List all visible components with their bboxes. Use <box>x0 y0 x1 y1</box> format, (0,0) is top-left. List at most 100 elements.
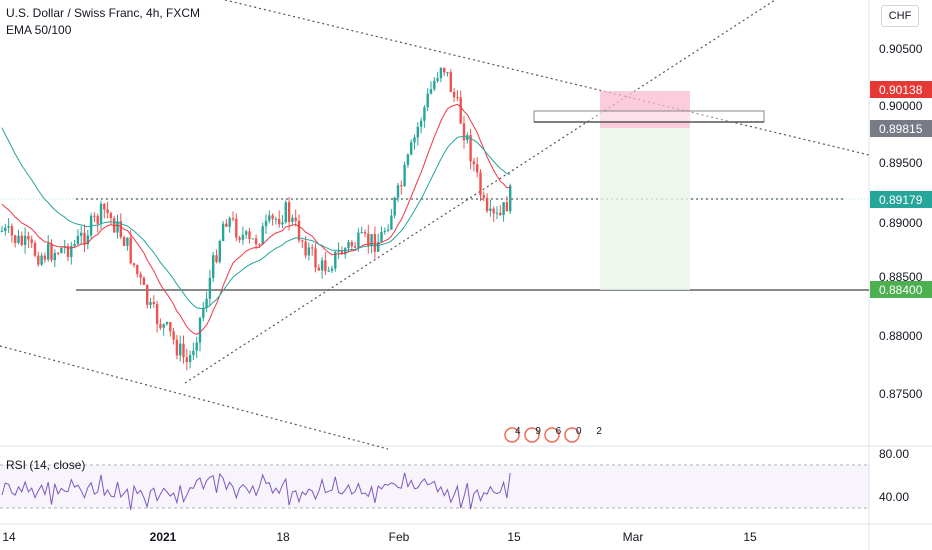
profit-zone[interactable] <box>600 128 690 290</box>
candle-body <box>311 247 314 249</box>
candle-body <box>291 217 294 222</box>
indicator-legend[interactable]: EMA 50/100 <box>6 23 72 37</box>
ema-50-line[interactable] <box>1 103 511 335</box>
candle-body <box>76 235 80 245</box>
event-icon[interactable] <box>524 427 540 443</box>
candle-body <box>241 234 245 240</box>
candle-body <box>462 123 466 141</box>
candle-body <box>126 237 129 246</box>
candle-body <box>109 212 113 219</box>
candle-body <box>466 135 469 141</box>
candle-body <box>370 234 373 246</box>
candle-body <box>27 235 30 240</box>
rsi-tick: 80.00 <box>879 447 909 461</box>
candle-body <box>400 185 403 187</box>
candle-body <box>403 164 406 187</box>
candle-body <box>314 248 317 268</box>
candle-body <box>80 232 83 236</box>
target-price-label: 0.88400 <box>879 283 923 297</box>
candle-body <box>297 220 301 241</box>
ema-100-line[interactable] <box>1 127 511 310</box>
candle-body <box>17 235 20 243</box>
candle-body <box>159 324 162 328</box>
candle-body <box>23 235 27 245</box>
candle-body <box>165 322 169 325</box>
candle-body <box>248 231 251 239</box>
candle-body <box>261 226 264 245</box>
candle-body <box>502 202 505 216</box>
candle-body <box>136 265 139 275</box>
candle-body <box>96 216 99 224</box>
time-tick: Mar <box>623 530 644 544</box>
candle-body <box>139 274 142 278</box>
rsi-line[interactable] <box>1 472 511 510</box>
candle-body <box>373 234 377 252</box>
candle-body <box>235 218 238 238</box>
rsi-legend[interactable]: RSI (14, close) <box>6 458 86 472</box>
entry-rectangle[interactable] <box>533 110 765 123</box>
candle-body <box>390 215 393 230</box>
symbol-title[interactable]: U.S. Dollar / Swiss Franc, 4h, FXCM <box>6 6 201 20</box>
candle-body <box>485 197 489 211</box>
candle-body <box>175 339 179 356</box>
entry-price-label: 0.89815 <box>879 122 923 136</box>
candle-body <box>238 237 241 240</box>
currency-button[interactable]: CHF <box>881 5 919 27</box>
candle-body <box>492 208 495 214</box>
lower-trend-line[interactable] <box>0 345 389 450</box>
candle-body <box>119 221 122 238</box>
candle-body <box>469 135 472 162</box>
event-icon[interactable] <box>504 427 520 443</box>
events-overlay[interactable]: 4 9 6 0 2 <box>504 426 608 443</box>
time-tick: 14 <box>2 530 16 544</box>
candle-body <box>413 137 416 143</box>
candle-body <box>129 237 132 264</box>
candle-body <box>155 303 159 325</box>
candle-body <box>449 72 452 93</box>
time-tick: 15 <box>743 530 757 544</box>
candle-body <box>251 238 254 240</box>
candle-body <box>317 267 320 271</box>
candle-body <box>198 317 202 343</box>
candle-body <box>254 238 258 245</box>
candle-body <box>340 251 344 255</box>
event-icon[interactable] <box>544 427 560 443</box>
candle-body <box>489 208 492 211</box>
candle-body <box>482 195 485 198</box>
candle-body <box>208 277 212 299</box>
candle-body <box>476 164 479 173</box>
candle-body <box>383 230 386 233</box>
candle-body <box>53 253 56 261</box>
candle-body <box>344 248 347 255</box>
candle-body <box>281 222 284 225</box>
candle-body <box>347 242 350 249</box>
candle-body <box>188 355 192 363</box>
candle-body <box>360 232 363 234</box>
event-icon[interactable] <box>564 427 580 443</box>
entry-price-badge <box>870 120 932 137</box>
upper-trend-line[interactable] <box>224 0 870 156</box>
candle-body <box>443 68 446 73</box>
price-tick: 0.89500 <box>879 156 923 170</box>
candle-body <box>436 78 439 81</box>
candle-body <box>294 217 297 221</box>
candle-body <box>221 223 225 241</box>
candle-body <box>307 247 311 256</box>
candle-body <box>274 218 278 220</box>
candle-body <box>367 233 370 246</box>
stop-price-label: 0.90138 <box>879 83 923 97</box>
candle-body <box>93 215 96 217</box>
candle-body <box>406 154 410 165</box>
candle-body <box>152 302 155 304</box>
candle-body <box>416 126 419 138</box>
candle-body <box>264 220 268 227</box>
candle-body <box>179 343 182 356</box>
candle-body <box>162 324 165 328</box>
candle-body <box>284 202 287 223</box>
candle-body <box>116 221 119 233</box>
candle-body <box>495 212 499 214</box>
candle-body <box>7 226 10 228</box>
candle-body <box>433 80 436 90</box>
candle-body <box>479 172 482 196</box>
